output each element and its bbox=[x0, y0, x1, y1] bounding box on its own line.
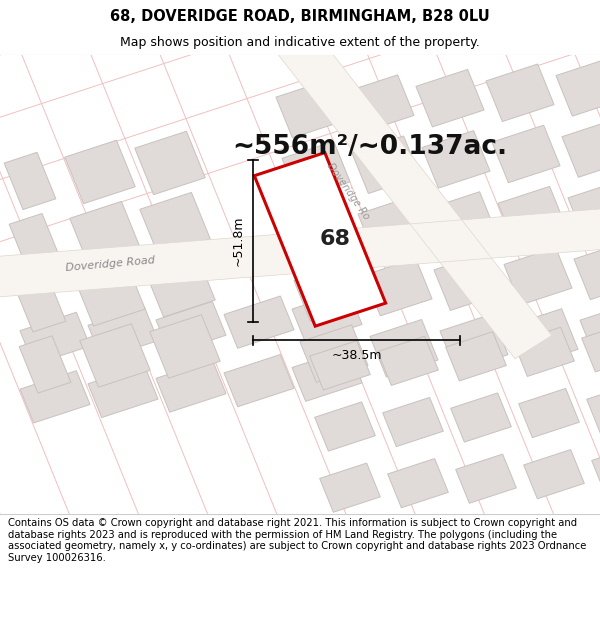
Polygon shape bbox=[388, 459, 448, 508]
Polygon shape bbox=[14, 274, 66, 332]
Polygon shape bbox=[9, 214, 61, 271]
Polygon shape bbox=[486, 64, 554, 121]
Text: Doveridge Road: Doveridge Road bbox=[65, 255, 155, 272]
Polygon shape bbox=[364, 258, 432, 316]
Polygon shape bbox=[383, 398, 443, 447]
Polygon shape bbox=[70, 201, 140, 265]
Polygon shape bbox=[224, 296, 294, 348]
Text: Map shows position and indicative extent of the property.: Map shows position and indicative extent… bbox=[120, 36, 480, 49]
Polygon shape bbox=[0, 205, 600, 301]
Polygon shape bbox=[288, 202, 356, 260]
Polygon shape bbox=[434, 253, 502, 311]
Polygon shape bbox=[556, 59, 600, 116]
Polygon shape bbox=[446, 332, 506, 381]
Polygon shape bbox=[428, 192, 496, 249]
Polygon shape bbox=[580, 303, 600, 361]
Polygon shape bbox=[514, 328, 574, 376]
Polygon shape bbox=[455, 454, 517, 503]
Polygon shape bbox=[292, 349, 362, 401]
Polygon shape bbox=[75, 262, 145, 326]
Polygon shape bbox=[451, 393, 511, 442]
Polygon shape bbox=[314, 402, 376, 451]
Polygon shape bbox=[310, 341, 370, 390]
Polygon shape bbox=[228, 0, 552, 359]
Polygon shape bbox=[140, 192, 210, 256]
Polygon shape bbox=[254, 152, 386, 326]
Polygon shape bbox=[88, 365, 158, 418]
Polygon shape bbox=[504, 248, 572, 305]
Polygon shape bbox=[276, 80, 344, 138]
Polygon shape bbox=[352, 136, 420, 194]
Polygon shape bbox=[300, 325, 368, 382]
Polygon shape bbox=[370, 319, 438, 377]
Polygon shape bbox=[292, 291, 362, 343]
Polygon shape bbox=[145, 254, 215, 317]
Polygon shape bbox=[4, 152, 56, 209]
Polygon shape bbox=[20, 312, 90, 364]
Polygon shape bbox=[156, 360, 226, 412]
Polygon shape bbox=[156, 301, 226, 354]
Polygon shape bbox=[88, 307, 158, 359]
Text: Contains OS data © Crown copyright and database right 2021. This information is : Contains OS data © Crown copyright and d… bbox=[8, 518, 586, 563]
Polygon shape bbox=[492, 125, 560, 182]
Polygon shape bbox=[80, 324, 150, 387]
Polygon shape bbox=[20, 371, 90, 423]
Polygon shape bbox=[346, 75, 414, 132]
Polygon shape bbox=[228, 0, 552, 359]
Polygon shape bbox=[320, 463, 380, 512]
Polygon shape bbox=[587, 384, 600, 433]
Text: ~38.5m: ~38.5m bbox=[331, 349, 382, 362]
Text: Doveridge Ro: Doveridge Ro bbox=[325, 162, 371, 222]
Polygon shape bbox=[440, 314, 508, 372]
Polygon shape bbox=[0, 205, 600, 301]
Polygon shape bbox=[422, 131, 490, 188]
Polygon shape bbox=[19, 336, 71, 393]
Polygon shape bbox=[581, 322, 600, 372]
Polygon shape bbox=[592, 445, 600, 494]
Text: 68: 68 bbox=[320, 229, 350, 249]
Polygon shape bbox=[65, 140, 135, 204]
Polygon shape bbox=[562, 120, 600, 177]
Polygon shape bbox=[135, 131, 205, 194]
Text: 68, DOVERIDGE ROAD, BIRMINGHAM, B28 0LU: 68, DOVERIDGE ROAD, BIRMINGHAM, B28 0LU bbox=[110, 9, 490, 24]
Polygon shape bbox=[294, 264, 362, 321]
Polygon shape bbox=[150, 315, 220, 378]
Polygon shape bbox=[524, 449, 584, 499]
Polygon shape bbox=[377, 336, 439, 386]
Polygon shape bbox=[282, 141, 350, 199]
Polygon shape bbox=[416, 69, 484, 127]
Polygon shape bbox=[498, 186, 566, 244]
Polygon shape bbox=[568, 181, 600, 239]
Text: ~51.8m: ~51.8m bbox=[232, 216, 245, 266]
Polygon shape bbox=[358, 197, 426, 254]
Polygon shape bbox=[574, 242, 600, 299]
Polygon shape bbox=[224, 354, 294, 407]
Text: ~556m²/~0.137ac.: ~556m²/~0.137ac. bbox=[232, 134, 508, 160]
Polygon shape bbox=[510, 309, 578, 366]
Polygon shape bbox=[518, 388, 580, 438]
